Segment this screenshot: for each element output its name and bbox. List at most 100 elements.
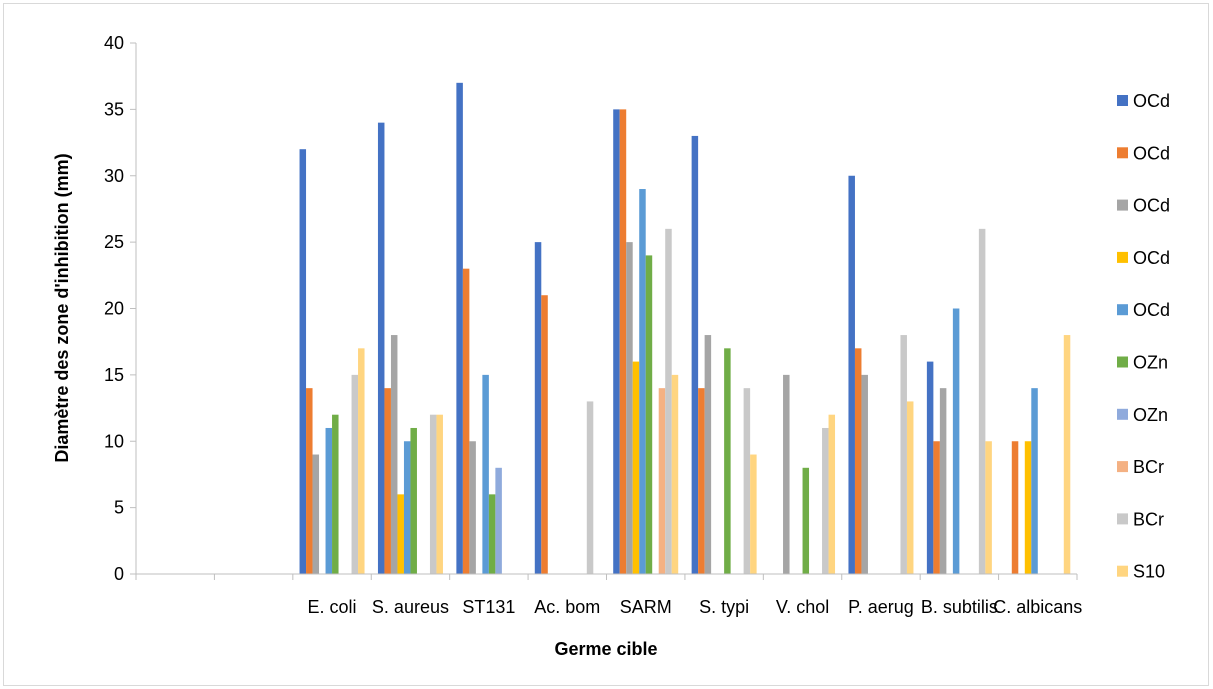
- legend-swatch: [1117, 95, 1128, 106]
- bar: [325, 427, 333, 574]
- bar: [462, 268, 470, 574]
- y-axis-title: Diamètre des zone d'inhibition (mm): [52, 153, 72, 462]
- bar: [397, 494, 404, 574]
- bar: [332, 414, 339, 574]
- bar: [390, 335, 398, 574]
- bar: [299, 149, 307, 574]
- legend-label: OZn: [1133, 353, 1168, 373]
- bar: [495, 467, 502, 574]
- legend-swatch: [1117, 513, 1128, 525]
- bar: [1031, 388, 1038, 574]
- bar: [783, 374, 790, 574]
- bar: [854, 348, 862, 574]
- bar: [848, 175, 855, 574]
- bar: [456, 82, 463, 574]
- bar: [822, 427, 829, 574]
- bar: [750, 454, 757, 574]
- bar: [632, 361, 640, 574]
- legend-swatch: [1117, 408, 1128, 420]
- bar: [978, 228, 986, 574]
- bar: [469, 441, 476, 574]
- y-tick-label: 25: [104, 232, 124, 252]
- y-tick-label: 20: [104, 299, 124, 319]
- bar: [534, 242, 542, 574]
- bar: [384, 388, 391, 574]
- bar: [906, 401, 914, 574]
- legend-swatch: [1117, 251, 1128, 263]
- legend-swatch: [1117, 356, 1128, 368]
- x-category-label: B. subtilis: [921, 597, 998, 617]
- legend-label: BCr: [1133, 509, 1164, 529]
- chart-frame: [3, 3, 1209, 686]
- bar: [312, 454, 320, 574]
- legend-label: OZn: [1133, 405, 1168, 425]
- x-category-label: Ac. bom: [534, 597, 600, 617]
- legend-label: OCd: [1133, 300, 1170, 320]
- bar: [403, 441, 411, 574]
- bar: [351, 374, 359, 574]
- bar: [377, 122, 385, 575]
- legend-swatch: [1117, 304, 1128, 316]
- y-tick-label: 40: [104, 33, 124, 53]
- bar: [482, 374, 489, 574]
- x-category-label: C. albicans: [993, 597, 1082, 617]
- x-axis-categories: E. coli S. aureus ST131 Ac. bom SARM S. typi V…: [308, 597, 1083, 617]
- y-tick-label: 0: [114, 564, 124, 584]
- x-category-label: SARM: [620, 597, 672, 617]
- bar: [861, 374, 868, 574]
- y-tick-label: 30: [104, 166, 124, 186]
- bar: [691, 135, 699, 575]
- bar: [1024, 441, 1032, 574]
- legend-label: OCd: [1133, 248, 1170, 268]
- bar: [802, 467, 810, 574]
- legend-label: OCd: [1133, 143, 1170, 163]
- legend-label: S10: [1133, 562, 1165, 582]
- axes: [135, 43, 1078, 580]
- bar: [939, 388, 947, 574]
- x-category-label: ST131: [462, 597, 515, 617]
- bar: [658, 388, 666, 574]
- x-axis-title: Germe cible: [554, 639, 657, 659]
- bar: [926, 361, 934, 574]
- x-category-label: P. aerug: [848, 597, 914, 617]
- x-category-label: S. aureus: [372, 597, 449, 617]
- bar: [704, 335, 712, 574]
- bar: [724, 348, 731, 574]
- bar: [586, 401, 594, 574]
- legend-label: OCd: [1133, 196, 1170, 216]
- legend: OCd OCd OCd OCd OCd OZn OZn BCr BCr S10: [1117, 91, 1170, 582]
- x-category-label: V. chol: [776, 597, 829, 617]
- bar: [358, 348, 365, 574]
- bar: [952, 308, 960, 574]
- bar: [306, 388, 313, 574]
- bar: [671, 374, 679, 574]
- y-tick-label: 35: [104, 99, 124, 119]
- bar: [743, 388, 751, 574]
- bar: [698, 388, 705, 574]
- bar: [436, 414, 443, 574]
- bar: [613, 109, 620, 574]
- bar: [639, 189, 646, 574]
- legend-swatch: [1117, 461, 1128, 473]
- bar: [900, 335, 907, 574]
- bar: [410, 427, 417, 574]
- legend-label: BCr: [1133, 457, 1164, 477]
- bar: [429, 414, 437, 574]
- bar: [665, 228, 672, 574]
- bar: [541, 295, 548, 574]
- y-tick-label: 5: [114, 498, 124, 518]
- bar: [645, 255, 653, 574]
- legend-swatch: [1117, 199, 1128, 211]
- y-tick-label: 10: [104, 431, 124, 451]
- bar: [985, 441, 992, 574]
- bar: [626, 242, 633, 574]
- bar: [828, 414, 836, 574]
- bar: [1063, 335, 1071, 574]
- legend-swatch: [1117, 565, 1128, 577]
- y-axis-ticks: 0 5 10 15 20 25 30 35 40: [104, 33, 136, 584]
- bar: [619, 109, 627, 574]
- x-category-label: S. typi: [699, 597, 749, 617]
- bar: [933, 441, 940, 574]
- legend-label: OCd: [1133, 91, 1170, 111]
- y-tick-label: 15: [104, 365, 124, 385]
